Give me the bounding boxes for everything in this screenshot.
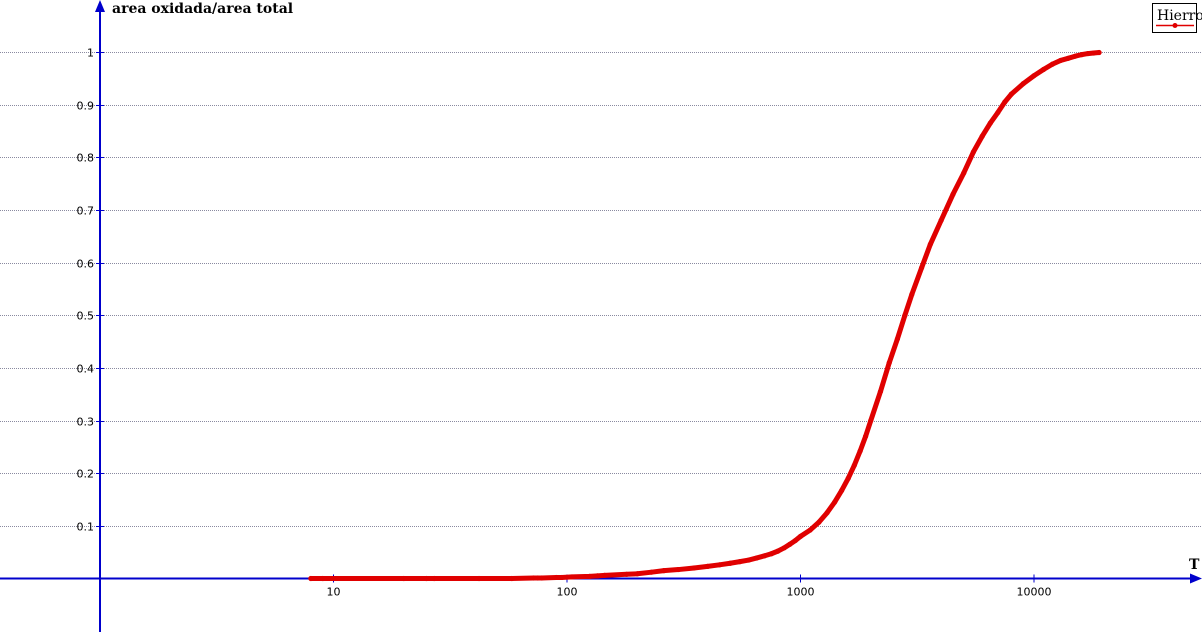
data-point (761, 553, 767, 559)
data-point (938, 217, 944, 224)
legend-label: Hierro (1157, 8, 1202, 24)
data-point (851, 462, 857, 468)
axis-ticks: 0.1 0.2 0.3 0.4 0.5 0.6 0.7 0.8 0.9 1 10 100 1000 100… (77, 47, 1052, 599)
data-point (423, 575, 430, 582)
data-point (553, 574, 559, 581)
data-point (1020, 80, 1026, 87)
series-hierro (308, 49, 1102, 582)
data-point (691, 565, 697, 571)
data-point (1079, 52, 1085, 58)
data-point (1002, 99, 1008, 105)
data-point (746, 557, 752, 563)
x-axis-title: T (1189, 557, 1200, 573)
data-point (539, 575, 545, 581)
data-point (832, 499, 838, 505)
data-point (797, 533, 804, 539)
data-point (1065, 55, 1071, 61)
data-point (909, 291, 915, 297)
data-point (1096, 49, 1102, 56)
data-point (535, 575, 541, 581)
data-point (531, 575, 537, 581)
y-tick-label: 1 (87, 47, 94, 60)
x-tick-label: 10000 (1017, 586, 1052, 599)
data-point (792, 537, 798, 544)
data-point (476, 575, 482, 582)
data-point (320, 575, 326, 582)
y-tick-label: 0.5 (77, 310, 95, 323)
data-point (1041, 66, 1047, 72)
data-point (624, 571, 630, 577)
data-point (308, 575, 314, 582)
data-point (894, 336, 901, 342)
data-point (868, 417, 874, 424)
legend-box (1152, 3, 1197, 33)
data-point (594, 573, 601, 579)
data-point (950, 191, 956, 197)
data-point (1085, 50, 1091, 57)
data-point (675, 566, 682, 573)
data-point (816, 519, 822, 525)
data-point (970, 149, 976, 155)
legend-marker (1172, 23, 1178, 28)
data-point (602, 572, 608, 578)
data-point (737, 559, 743, 565)
data-point (857, 448, 863, 454)
data-point (877, 388, 884, 395)
data-point (839, 487, 845, 494)
data-point (862, 433, 869, 439)
y-tick-label: 0.8 (77, 152, 95, 165)
data-point (754, 555, 760, 561)
data-point (902, 312, 908, 318)
data-point (824, 510, 830, 516)
data-point (1008, 91, 1014, 97)
data-point (569, 574, 575, 580)
data-point (1072, 53, 1078, 59)
x-tick-label: 10 (327, 586, 341, 599)
y-tick-label: 0.6 (77, 258, 95, 271)
y-tick-label: 0.1 (77, 521, 95, 534)
data-point (716, 562, 723, 568)
data-point (781, 545, 787, 551)
data-point (961, 170, 967, 176)
data-point (727, 560, 733, 566)
grid-lines (0, 52, 1202, 527)
data-point (509, 575, 515, 582)
x-tick-label: 100 (557, 586, 578, 599)
data-point (648, 569, 655, 575)
data-point (661, 568, 667, 574)
data-point (431, 575, 437, 582)
data-point (845, 475, 851, 482)
data-point (918, 265, 925, 271)
data-point (1091, 50, 1097, 56)
data-point (807, 527, 813, 533)
data-point (768, 551, 774, 557)
data-point (401, 575, 407, 582)
y-tick-label: 0.3 (77, 416, 95, 429)
data-point (1049, 61, 1056, 67)
x-tick-label: 1000 (787, 586, 815, 599)
y-tick-label: 0.2 (77, 468, 95, 481)
data-point (979, 133, 985, 139)
data-point (587, 573, 593, 579)
data-point (987, 120, 993, 126)
data-point (1058, 57, 1064, 64)
data-point (634, 571, 640, 577)
data-point (787, 541, 793, 547)
y-axis-arrowhead (95, 0, 105, 12)
y-tick-label: 0.4 (77, 363, 95, 376)
data-point (927, 241, 934, 247)
legend: Hierro (1152, 3, 1202, 33)
data-point (775, 548, 781, 554)
y-tick-label: 0.7 (77, 205, 95, 218)
y-axis-title: area oxidada/area total (112, 1, 293, 17)
data-point (886, 360, 892, 366)
data-point (995, 109, 1001, 116)
data-point (559, 574, 565, 581)
data-point (1031, 73, 1037, 79)
data-point (704, 563, 711, 569)
x-axis-arrowhead (1190, 573, 1202, 584)
y-tick-label: 0.9 (77, 100, 95, 113)
